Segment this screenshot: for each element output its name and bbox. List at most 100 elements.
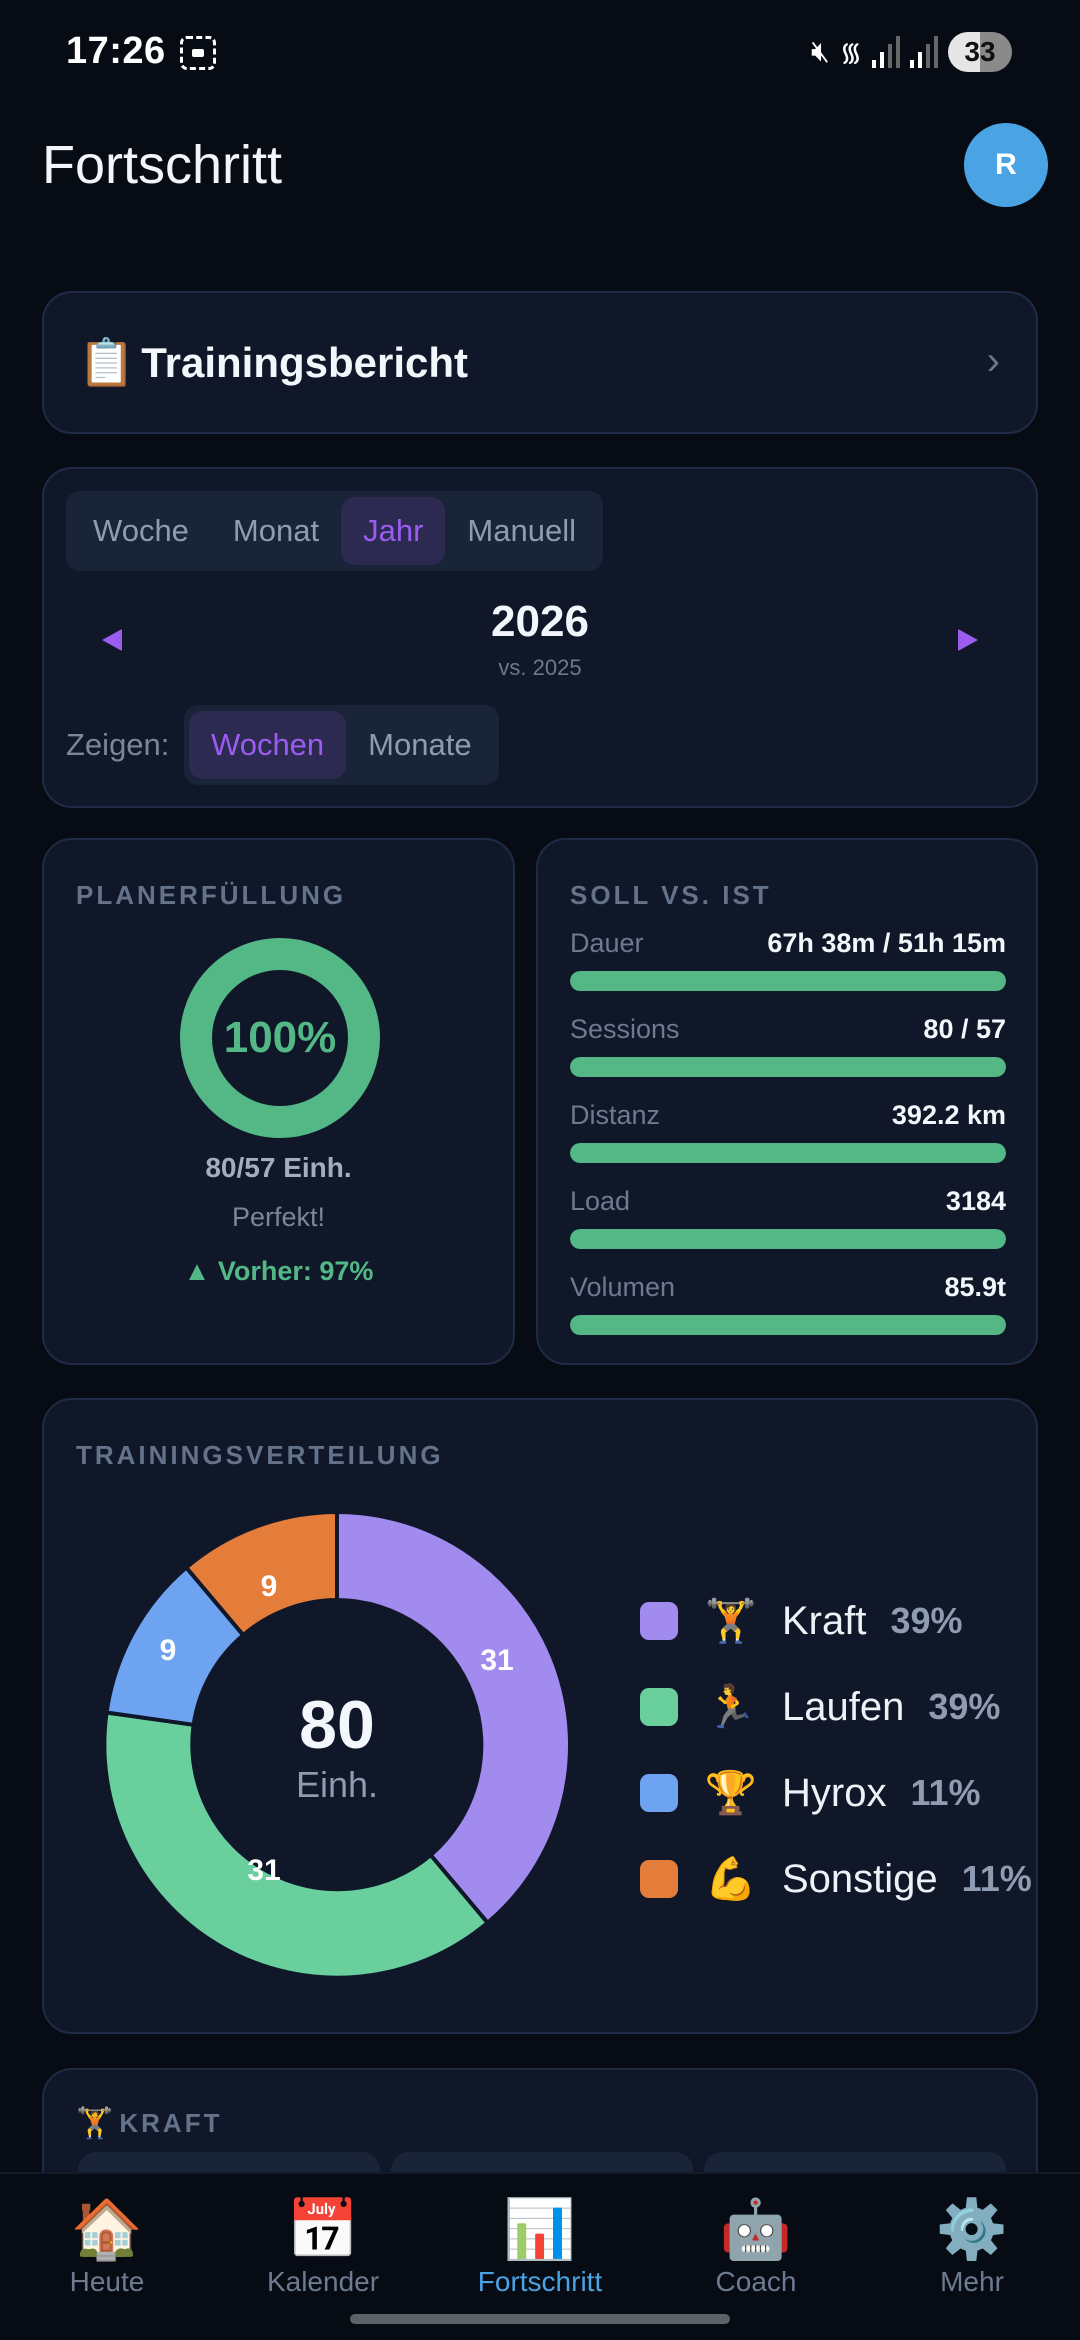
legend-item-laufen[interactable]: 🏃 Laufen 39% <box>640 1664 1032 1750</box>
avatar[interactable]: R <box>964 123 1048 207</box>
training-distribution-card: TRAININGSVERTEILUNG 31 31 9 9 80 Einh. 🏋… <box>42 1398 1038 2034</box>
plan-percent: 100% <box>223 1013 337 1062</box>
flexed-biceps-icon: 💪 <box>704 1854 758 1902</box>
nav-coach[interactable]: 🤖 Coach <box>666 2196 846 2298</box>
house-icon: 🏠 <box>70 2197 144 2262</box>
legend-percent: 39% <box>928 1686 1001 1727</box>
slice-kraft[interactable] <box>335 1510 572 1926</box>
bar-chart-icon: 📊 <box>503 2197 577 2262</box>
tab-manuell[interactable]: Manuell <box>467 513 576 548</box>
period-selector-card: Woche Monat Jahr Manuell 2026 vs. 2025 Z… <box>42 467 1038 808</box>
legend-label: Kraft <box>782 1598 867 1643</box>
slice-label-laufen: 31 <box>247 1854 280 1887</box>
plan-title: PLANERFÜLLUNG <box>76 880 347 910</box>
metric-label: Load <box>570 1186 631 1216</box>
show-label: Zeigen: <box>66 727 170 762</box>
training-report-button[interactable]: 📋 Trainingsbericht › <box>42 291 1038 434</box>
legend-item-hyrox[interactable]: 🏆 Hyrox 11% <box>640 1750 1032 1836</box>
period-year: 2026 <box>491 597 589 646</box>
next-period-button[interactable] <box>958 629 978 651</box>
nav-kalender[interactable]: 📅 Kalender <box>233 2196 413 2298</box>
metric-dauer: Dauer 67h 38m / 51h 15m <box>570 928 1006 991</box>
target-vs-actual-card: SOLL VS. IST Dauer 67h 38m / 51h 15m Ses… <box>536 838 1038 1365</box>
metric-value: 392.2 km <box>891 1100 1006 1130</box>
metric-volumen: Volumen 85.9t <box>570 1272 1006 1335</box>
tab-jahr[interactable]: Jahr <box>341 497 446 565</box>
metric-bar <box>570 1143 1006 1163</box>
legend-item-kraft[interactable]: 🏋️ Kraft 39% <box>640 1578 1032 1664</box>
kraft-header: 🏋️ KRAFT <box>76 2106 222 2141</box>
tab-woche[interactable]: Woche <box>93 513 189 548</box>
plan-units: 80/57 Einh. <box>205 1152 352 1183</box>
nav-mehr[interactable]: ⚙️ Mehr <box>882 2196 1062 2298</box>
robot-icon: 🤖 <box>719 2197 793 2262</box>
distribution-title: TRAININGSVERTEILUNG <box>76 1440 444 1470</box>
legend-label: Hyrox <box>782 1770 887 1815</box>
metric-label: Dauer <box>570 928 644 958</box>
plan-progress-ring: 100% <box>180 938 380 1138</box>
tab-monat[interactable]: Monat <box>232 513 320 548</box>
distribution-donut-chart: 31 31 9 9 <box>102 1510 572 1980</box>
metric-value: 85.9t <box>944 1272 1006 1302</box>
metric-bar <box>570 1315 1006 1335</box>
mute-icon: 🔇︎ <box>810 35 830 68</box>
tab-monate[interactable]: Monate <box>368 727 472 762</box>
color-swatch <box>640 1688 678 1726</box>
metric-label: Distanz <box>570 1100 661 1130</box>
legend-label: Sonstige <box>782 1856 938 1901</box>
plan-previous: ▲ Vorher: 97% <box>183 1256 374 1286</box>
metric-bar <box>570 971 1006 991</box>
legend-item-sonstige[interactable]: 💪 Sonstige 11% <box>640 1836 1032 1922</box>
chevron-right-icon: › <box>986 339 1000 383</box>
metric-value: 80 / 57 <box>923 1014 1006 1044</box>
signal-icon <box>910 36 938 68</box>
soll-ist-title: SOLL VS. IST <box>570 880 772 910</box>
donut-total: 80 <box>299 1687 375 1763</box>
signal-icon <box>872 36 900 68</box>
metric-value: 3184 <box>945 1186 1006 1216</box>
metric-sessions: Sessions 80 / 57 <box>570 1014 1006 1077</box>
plan-fulfillment-card: PLANERFÜLLUNG 100% 80/57 Einh. Perfekt! … <box>42 838 515 1365</box>
nav-heute[interactable]: 🏠 Heute <box>17 2196 197 2298</box>
previous-period-button[interactable] <box>102 629 122 651</box>
slice-label-sonstige: 9 <box>261 1570 278 1603</box>
status-bar: 17:26 🔇︎ ᯾ 33 <box>0 0 1080 110</box>
bottom-navigation: 🏠 Heute 📅 Kalender 📊 Fortschritt 🤖 Coach… <box>0 2172 1080 2340</box>
screenshot-icon <box>180 36 216 70</box>
metric-bar <box>570 1057 1006 1077</box>
distribution-legend: 🏋️ Kraft 39% 🏃 Laufen 39% 🏆 Hyrox 11% 💪 … <box>640 1578 1032 1922</box>
metric-label: Sessions <box>570 1014 680 1044</box>
color-swatch <box>640 1602 678 1640</box>
metric-distanz: Distanz 392.2 km <box>570 1100 1006 1163</box>
clipboard-icon: 📋 <box>78 336 136 388</box>
color-swatch <box>640 1774 678 1812</box>
donut-unit: Einh. <box>295 1764 379 1805</box>
period-compare: vs. 2025 <box>498 655 582 680</box>
tab-wochen[interactable]: Wochen <box>189 711 347 779</box>
nav-label: Mehr <box>940 2266 1004 2297</box>
kraft-title: KRAFT <box>119 2108 223 2138</box>
status-time: 17:26 <box>66 30 166 72</box>
period-tabs: Woche Monat Jahr Manuell <box>66 491 603 571</box>
weightlifter-icon: 🏋️ <box>704 1596 758 1644</box>
legend-percent: 39% <box>890 1600 963 1641</box>
nav-label: Fortschritt <box>477 2266 603 2297</box>
slice-label-hyrox: 9 <box>160 1634 177 1667</box>
slice-label-kraft: 31 <box>480 1644 513 1677</box>
calendar-icon: 📅 <box>286 2197 360 2262</box>
nav-fortschritt[interactable]: 📊 Fortschritt <box>450 2196 630 2298</box>
granularity-tabs: Wochen Monate <box>184 705 499 785</box>
page-title: Fortschritt <box>42 135 283 195</box>
home-indicator[interactable] <box>350 2314 730 2324</box>
legend-percent: 11% <box>910 1772 981 1813</box>
gear-icon: ⚙️ <box>935 2197 1009 2262</box>
runner-icon: 🏃 <box>704 1682 758 1730</box>
battery-icon: 33 <box>948 32 1012 72</box>
wifi-icon: ᯾ <box>839 37 862 67</box>
metric-value: 67h 38m / 51h 15m <box>767 928 1006 958</box>
metric-bar <box>570 1229 1006 1249</box>
slice-sonstige[interactable] <box>183 1510 339 1638</box>
color-swatch <box>640 1860 678 1898</box>
metric-load: Load 3184 <box>570 1186 1006 1249</box>
slice-laufen[interactable] <box>102 1710 491 1980</box>
